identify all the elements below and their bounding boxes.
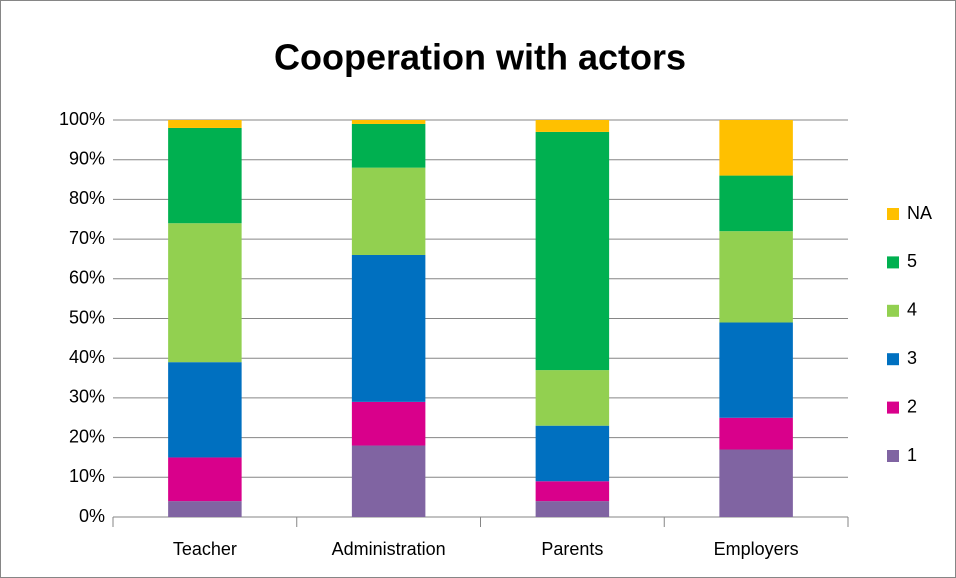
legend-label: 3 [907, 348, 917, 368]
y-tick-label: 10% [69, 466, 105, 486]
bar-segment [535, 501, 610, 517]
chart-title: Cooperation with actors [274, 37, 686, 78]
bar-segment [351, 167, 426, 255]
y-tick-label: 80% [69, 188, 105, 208]
legend-swatch [887, 450, 899, 462]
bar-segment [719, 417, 793, 450]
bar-segment [719, 231, 793, 323]
y-tick-label: 30% [69, 387, 105, 407]
bar-segment [168, 223, 242, 363]
legend-label: 2 [907, 396, 917, 416]
legend-swatch [887, 401, 899, 414]
bar-segment [168, 457, 242, 502]
bar-segment [351, 401, 426, 446]
bar-segment [535, 425, 610, 482]
y-tick-label: 100% [59, 109, 105, 129]
y-tick-label: 40% [69, 347, 105, 367]
bar-segment [168, 120, 242, 128]
y-tick-label: 20% [69, 426, 105, 446]
y-tick-label: 0% [79, 506, 105, 526]
x-tick-label: Parents [541, 539, 603, 559]
bar-segment [535, 370, 610, 426]
bar-segment [168, 127, 242, 224]
bar-segment [719, 120, 793, 176]
legend-label: 5 [907, 251, 917, 271]
y-tick-label: 50% [69, 307, 105, 327]
bar-segment [351, 120, 426, 124]
legend-label: 4 [907, 300, 917, 320]
bar-segment [168, 362, 242, 458]
bar-segment [535, 131, 610, 371]
y-tick-label: 70% [69, 228, 105, 248]
legend-swatch [887, 208, 899, 220]
legend-swatch [887, 256, 899, 269]
bar-segment [535, 120, 610, 132]
legend-swatch [887, 353, 899, 366]
y-tick-label: 90% [69, 148, 105, 168]
bar-segment [719, 175, 793, 232]
legend-label: 1 [907, 445, 917, 465]
bar-segment [351, 123, 426, 168]
bar-segment [535, 481, 610, 502]
x-tick-label: Employers [714, 539, 799, 559]
x-tick-label: Administration [332, 539, 446, 559]
bar-segment [719, 322, 793, 418]
legend-label: NA [907, 203, 932, 223]
bar-segment [719, 449, 793, 517]
legend-swatch [887, 304, 899, 317]
bar-segment [351, 254, 426, 402]
bar-segment [351, 445, 426, 517]
x-tick-label: Teacher [173, 539, 237, 559]
y-tick-label: 60% [69, 268, 105, 288]
bar-segment [168, 501, 242, 517]
